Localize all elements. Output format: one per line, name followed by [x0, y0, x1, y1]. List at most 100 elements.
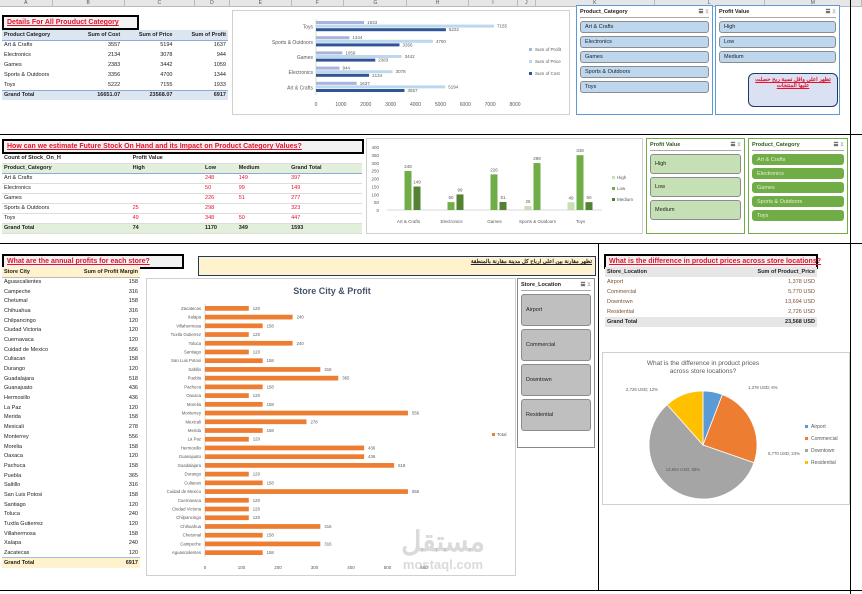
table-row[interactable]: Downtown 13,694 USD — [605, 297, 817, 307]
bar[interactable] — [205, 524, 321, 529]
bar[interactable] — [499, 201, 507, 210]
column-header[interactable]: L — [655, 0, 765, 6]
bar[interactable] — [205, 550, 263, 555]
table-row[interactable]: Chihuahua 316 — [2, 306, 140, 316]
bar[interactable] — [205, 471, 249, 477]
bar[interactable] — [205, 463, 395, 468]
table-row[interactable]: Cuernavaca 120 — [2, 335, 140, 345]
bar[interactable] — [533, 163, 541, 210]
category-bar-chart[interactable]: 0 1000 2000 3000 4000 5000 6000 7000 8000 Art & C… — [232, 10, 570, 115]
column-header[interactable]: G — [344, 0, 408, 6]
bar[interactable] — [413, 186, 421, 210]
table-row[interactable]: Culiacan 158 — [2, 355, 140, 365]
table-row[interactable]: Residential 2,726 USD — [605, 307, 817, 317]
column-header[interactable]: High — [130, 163, 204, 174]
column-header[interactable]: M — [765, 0, 862, 6]
table-row[interactable]: Ciudad Victoria 120 — [2, 325, 140, 335]
column-header[interactable]: F — [292, 0, 345, 6]
column-header[interactable]: Sum of Cost — [71, 30, 123, 41]
column-header[interactable]: K — [536, 0, 655, 6]
bar[interactable] — [205, 506, 249, 512]
clear-filter-icon[interactable]: ⊻ — [586, 282, 591, 288]
bar[interactable] — [205, 480, 263, 486]
column-header[interactable]: Sum of Price — [122, 30, 175, 41]
location-price-pivot-table[interactable]: Store_Location Sum of Product_Price Airpor… — [605, 267, 817, 327]
bar[interactable] — [205, 454, 365, 460]
column-header[interactable]: Sum of Product_Price — [693, 267, 817, 277]
bar[interactable] — [316, 55, 402, 58]
table-row[interactable]: Cuidad de Mexico 556 — [2, 345, 140, 355]
slicer-item[interactable]: Games — [580, 51, 709, 63]
bar[interactable] — [316, 89, 405, 92]
table-row[interactable]: Monterrey 556 — [2, 432, 140, 442]
bar[interactable] — [205, 497, 249, 503]
bar[interactable] — [205, 314, 293, 320]
bar[interactable] — [316, 73, 370, 77]
bar[interactable] — [205, 384, 263, 390]
slicer-item[interactable]: Toys — [752, 210, 844, 221]
bar[interactable] — [447, 202, 455, 210]
bar[interactable] — [205, 541, 321, 547]
bar[interactable] — [205, 489, 408, 494]
table-row[interactable]: Santiago 120 — [2, 500, 140, 510]
table-row[interactable]: Art & Crafts 3557 5194 1637 — [2, 40, 228, 50]
table-row[interactable]: Guadalajara 518 — [2, 374, 140, 384]
column-header[interactable]: E — [230, 0, 292, 6]
stock-column-chart[interactable]: 0 50 100 150 200 250 300 350 400 Art & Crafts 248 1… — [366, 138, 643, 234]
table-row[interactable]: Tuxtla Gutierrez 120 — [2, 519, 140, 529]
location-price-pie-chart[interactable]: What is the difference in product prices… — [602, 352, 850, 505]
bar[interactable] — [316, 70, 393, 74]
column-header[interactable]: Sum of Profit Margin — [64, 267, 140, 278]
slicer-item[interactable]: Medium — [719, 51, 836, 63]
multi-select-icon[interactable]: ☰ — [698, 9, 704, 15]
bar[interactable] — [205, 349, 249, 355]
column-header[interactable]: Grand Total — [289, 163, 362, 174]
slicer-item[interactable]: Art & Crafts — [752, 154, 844, 165]
multi-select-icon[interactable]: ☰ — [580, 282, 586, 288]
multi-select-icon[interactable]: ☰ — [825, 9, 831, 15]
category-pivot-table[interactable]: Product Category Sum of Cost Sum of Price S… — [2, 30, 228, 100]
table-row[interactable]: Aguascalientes 158 — [2, 277, 140, 287]
bar[interactable] — [205, 401, 263, 407]
bar[interactable] — [567, 202, 575, 210]
table-row[interactable]: Airport 1,378 USD — [605, 277, 817, 287]
slicer-item[interactable]: Commercial — [521, 329, 591, 361]
table-row[interactable]: Chetumal 158 — [2, 296, 140, 306]
column-header[interactable]: Product_Category — [2, 163, 131, 174]
table-row[interactable]: San Luis Potosi 158 — [2, 490, 140, 500]
table-row[interactable]: Electronics 50 99 149 — [2, 183, 362, 194]
bar[interactable] — [316, 21, 365, 24]
slicer-store-location[interactable]: Store_Location ☰ ⊻ Airport Commercial Downto… — [517, 278, 595, 448]
table-row[interactable]: Commercial 5,770 USD — [605, 287, 817, 297]
bar[interactable] — [205, 410, 408, 416]
bar[interactable] — [456, 194, 464, 210]
bar[interactable] — [205, 375, 339, 381]
bar[interactable] — [205, 323, 263, 329]
column-header[interactable]: Product Category — [2, 30, 72, 41]
table-row[interactable]: Morelia 158 — [2, 442, 140, 452]
table-row[interactable]: Sports & Outdoors 25 298 323 — [2, 203, 362, 214]
slicer-item[interactable]: Toys — [580, 81, 709, 93]
stock-pivot-table[interactable]: Count of Stock_On_H Profit Value Product_C… — [2, 153, 362, 234]
column-header[interactable]: J — [518, 0, 536, 6]
table-row[interactable]: Hermosillo 436 — [2, 393, 140, 403]
table-row[interactable]: Villahermosa 158 — [2, 529, 140, 539]
bar[interactable] — [524, 206, 532, 210]
table-row[interactable]: Saltillo 316 — [2, 480, 140, 490]
table-row[interactable]: Oaxaca 120 — [2, 451, 140, 461]
slicer-item[interactable]: High — [719, 21, 836, 33]
slicer-item[interactable]: Residential — [521, 399, 591, 431]
clear-filter-icon[interactable]: ⊻ — [736, 142, 741, 148]
column-header[interactable]: Store City — [2, 267, 65, 278]
column-header[interactable]: I — [469, 0, 519, 6]
slicer-item[interactable]: Medium — [650, 200, 741, 220]
bar[interactable] — [205, 445, 365, 451]
table-row[interactable]: Games 2383 3442 1059 — [2, 60, 228, 70]
table-row[interactable]: Games 226 51 277 — [2, 193, 362, 204]
table-row[interactable]: Chilpancingo 120 — [2, 316, 140, 326]
bar[interactable] — [316, 81, 357, 85]
table-row[interactable]: Toys 5222 7155 1933 — [2, 80, 228, 90]
bar[interactable] — [316, 39, 433, 43]
store-profit-pivot-table[interactable]: Store City Sum of Profit Margin Aguascalie… — [2, 267, 140, 568]
bar[interactable] — [404, 170, 412, 210]
